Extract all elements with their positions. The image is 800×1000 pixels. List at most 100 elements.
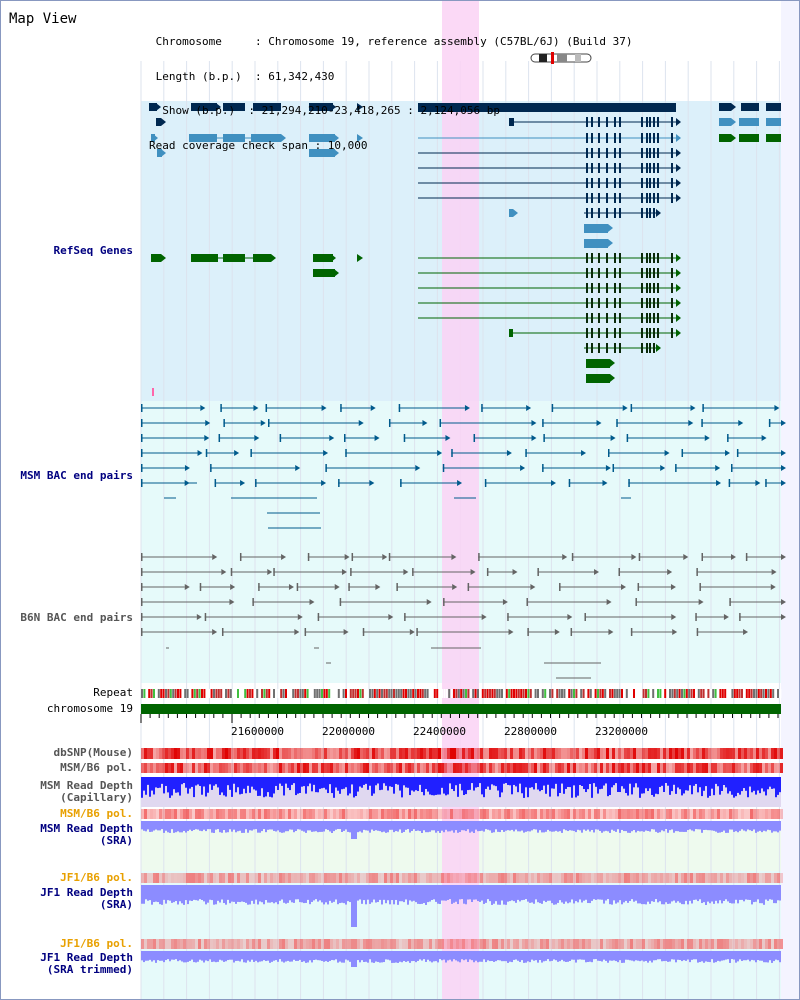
jf1-b6-pol-heat bbox=[153, 873, 156, 883]
msm-depth-sra-bar bbox=[727, 821, 729, 833]
jf1-depth-sra-bar bbox=[329, 885, 331, 901]
jf1-depth-sra-bar bbox=[313, 885, 315, 901]
msm-depth-sra-bar bbox=[161, 821, 163, 830]
jf1-b6-pol-heat bbox=[666, 873, 669, 883]
jf1-b6-pol-trim-heat bbox=[243, 939, 246, 949]
jf1-b6-pol-trim-heat bbox=[399, 939, 402, 949]
gene-exon bbox=[586, 133, 588, 143]
jf1-depth-trim-bar bbox=[671, 951, 673, 960]
msm-bac-pair-end bbox=[205, 449, 208, 457]
jf1-depth-sra-bar bbox=[213, 885, 215, 905]
msm-depth-sra-bar bbox=[713, 821, 715, 831]
msm-b6-pol-sra-heat bbox=[234, 809, 237, 819]
dbsnp-heat bbox=[681, 748, 684, 759]
dbsnp-heat bbox=[609, 748, 612, 759]
gene-arrow bbox=[331, 254, 336, 262]
msm-b6-pol-sra-heat bbox=[342, 809, 345, 819]
msm-bac-pair-end bbox=[415, 465, 421, 471]
dbsnp-heat bbox=[525, 748, 528, 759]
jf1-depth-sra-bar bbox=[251, 885, 253, 901]
jf1-b6-pol-trim-heat bbox=[465, 939, 468, 949]
repeat-element bbox=[210, 689, 213, 698]
jf1-b6-pol-trim-heat bbox=[459, 939, 462, 949]
gene-exon bbox=[586, 163, 588, 173]
jf1-depth-sra-bar bbox=[341, 885, 343, 903]
dbsnp-track-label[interactable]: dbSNP(Mouse) bbox=[53, 746, 133, 759]
jf1-b6-pol-heat bbox=[297, 873, 300, 883]
jf1-depth-sra-bar bbox=[483, 885, 485, 904]
msm-b6-pol-sra-label[interactable]: MSM/B6 pol. bbox=[60, 807, 133, 820]
msm-b6-pol-sra-heat bbox=[147, 809, 150, 819]
dbsnp-heat bbox=[411, 748, 414, 759]
repeat-element bbox=[697, 689, 700, 698]
refseq-track-label[interactable]: RefSeq Genes bbox=[53, 244, 133, 257]
repeat-element bbox=[143, 689, 146, 698]
msm-b6-pol-sra-heat bbox=[555, 809, 558, 819]
jf1-depth-trim-bar bbox=[201, 951, 203, 961]
jf1-depth-trim-bar bbox=[271, 951, 273, 962]
jf1-depth-trim-bar bbox=[571, 951, 573, 960]
repeat-element bbox=[150, 689, 153, 698]
msm-b6-pol-sra-heat bbox=[717, 809, 720, 819]
msm-depth-sra-label[interactable]: MSM Read Depth (SRA) bbox=[40, 822, 133, 847]
msm-b6-pol-heat bbox=[303, 763, 306, 773]
msm-depth-cap-bar bbox=[765, 777, 767, 796]
msm-depth-sra-bar bbox=[763, 821, 765, 831]
jf1-b6-pol-trimmed-label[interactable]: JF1/B6 pol. bbox=[60, 937, 133, 950]
jf1-b6-pol-heat bbox=[384, 873, 387, 883]
jf1-b6-pol-heat bbox=[216, 873, 219, 883]
jf1-depth-sra-bar bbox=[767, 885, 769, 901]
msm-b6-pol-sra-heat bbox=[570, 809, 573, 819]
dbsnp-heat bbox=[165, 748, 168, 759]
jf1-b6-pol-heat bbox=[279, 873, 282, 883]
msm-b6-pol-track-label[interactable]: MSM/B6 pol. bbox=[60, 761, 133, 774]
jf1-b6-pol-trim-heat bbox=[636, 939, 639, 949]
msm-depth-sra-bar bbox=[239, 821, 241, 831]
msm-depth-capillary-label[interactable]: MSM Read Depth (Capillary) bbox=[40, 779, 133, 804]
dbsnp-heat bbox=[399, 748, 402, 759]
msm-depth-sra-bar bbox=[527, 821, 529, 832]
jf1-b6-pol-label[interactable]: JF1/B6 pol. bbox=[60, 871, 133, 884]
msm-depth-cap-bar bbox=[287, 777, 289, 788]
repeat-element bbox=[448, 689, 451, 698]
jf1-b6-pol-trim-heat bbox=[762, 939, 765, 949]
b6n-bac-pair-end bbox=[297, 614, 303, 620]
b6n-bac-pair-end bbox=[252, 598, 254, 606]
jf1-depth-trim-bar bbox=[457, 951, 459, 962]
jf1-depth-sra-bar bbox=[373, 885, 375, 900]
gene-exon bbox=[671, 253, 673, 263]
jf1-depth-sra-bar bbox=[507, 885, 509, 902]
msm-bac-pair-end bbox=[551, 404, 554, 412]
jf1-depth-sra-bar bbox=[231, 885, 233, 902]
msm-bac-track-label[interactable]: MSM BAC end pairs bbox=[20, 469, 133, 482]
gene-exon bbox=[313, 269, 335, 277]
msm-b6-pol-heat bbox=[393, 763, 396, 773]
jf1-b6-pol-trim-heat bbox=[252, 939, 255, 949]
gene-exon bbox=[606, 253, 608, 263]
msm-bac-pair-end bbox=[205, 420, 211, 426]
jf1-depth-trimmed-label[interactable]: JF1 Read Depth (SRA trimmed) bbox=[40, 951, 133, 976]
msm-depth-sra-bar bbox=[721, 821, 723, 832]
repeat-element bbox=[208, 689, 211, 698]
msm-depth-sra-bar bbox=[181, 821, 183, 833]
repeat-element bbox=[604, 689, 607, 698]
gene-exon bbox=[653, 117, 655, 127]
msm-b6-pol-heat bbox=[381, 763, 384, 773]
jf1-b6-pol-trim-heat bbox=[222, 939, 225, 949]
jf1-depth-sra-label[interactable]: JF1 Read Depth (SRA) bbox=[40, 886, 133, 911]
jf1-depth-trim-bar bbox=[273, 951, 275, 961]
msm-b6-pol-sra-heat bbox=[582, 809, 585, 819]
jf1-b6-pol-trim-heat bbox=[147, 939, 150, 949]
msm-bac-pair-end bbox=[254, 435, 260, 441]
msm-depth-sra-bar bbox=[767, 821, 769, 830]
jf1-depth-trim-bar bbox=[245, 951, 247, 963]
msm-b6-pol-heat bbox=[498, 763, 501, 773]
gene-exon bbox=[649, 313, 651, 323]
msm-b6-pol-sra-heat bbox=[612, 809, 615, 819]
msm-bac-pair-end bbox=[774, 405, 780, 411]
axis-tick-label: 21600000 bbox=[231, 725, 284, 738]
b6n-bac-track-label[interactable]: B6N BAC end pairs bbox=[20, 611, 133, 624]
dbsnp-heat bbox=[423, 748, 426, 759]
